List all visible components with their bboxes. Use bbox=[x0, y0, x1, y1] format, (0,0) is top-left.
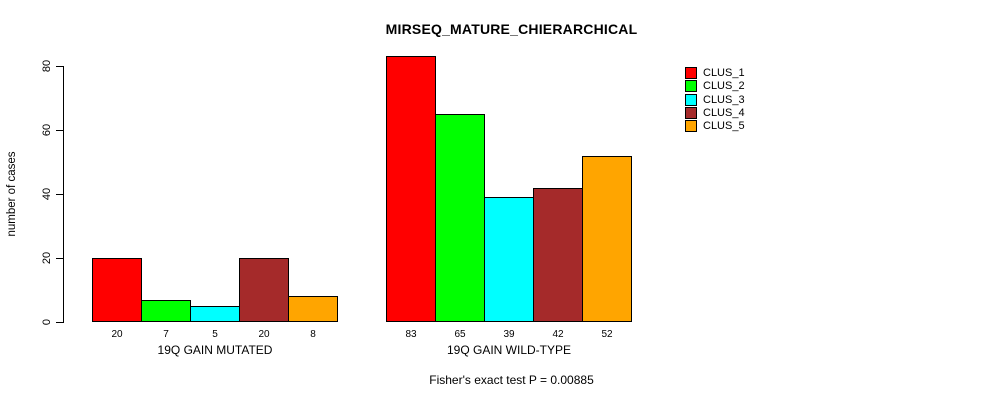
bar-clus_4-group2 bbox=[533, 188, 583, 322]
bar-value-label: 42 bbox=[552, 329, 564, 340]
bar-value-label: 20 bbox=[258, 329, 270, 340]
legend-label: CLUS_5 bbox=[703, 119, 745, 132]
legend-item-clus_4: CLUS_4 bbox=[685, 106, 745, 119]
y-tick-label: 20 bbox=[41, 251, 53, 265]
legend-item-clus_3: CLUS_3 bbox=[685, 93, 745, 106]
bar-clus_1-group1 bbox=[92, 258, 142, 322]
bar-clus_5-group2 bbox=[582, 156, 632, 322]
y-axis-line bbox=[63, 66, 64, 323]
group-label-mutated: 19Q GAIN MUTATED bbox=[157, 343, 273, 357]
chart-title: MIRSEQ_MATURE_CHIERARCHICAL bbox=[385, 21, 638, 37]
y-tick-label: 0 bbox=[41, 318, 53, 326]
bar-clus_1-group2 bbox=[386, 56, 436, 322]
bar-clus_3-group1 bbox=[190, 306, 240, 322]
bar-value-label: 65 bbox=[454, 329, 466, 340]
bar-value-label: 52 bbox=[601, 329, 613, 340]
bar-value-label: 7 bbox=[163, 329, 169, 340]
legend-color-swatch bbox=[685, 79, 697, 92]
y-tick-mark bbox=[56, 321, 63, 323]
y-tick-label: 60 bbox=[41, 123, 53, 137]
y-tick-label: 40 bbox=[41, 187, 53, 201]
legend-label: CLUS_1 bbox=[703, 66, 745, 79]
bar-clus_3-group2 bbox=[484, 197, 534, 322]
legend-item-clus_2: CLUS_2 bbox=[685, 79, 745, 92]
legend-color-swatch bbox=[685, 93, 697, 106]
legend-item-clus_1: CLUS_1 bbox=[685, 66, 745, 79]
legend-item-clus_5: CLUS_5 bbox=[685, 119, 745, 132]
y-axis-label: number of cases bbox=[6, 151, 18, 237]
y-tick-mark bbox=[56, 129, 63, 131]
bar-clus_4-group1 bbox=[239, 258, 289, 322]
legend-label: CLUS_2 bbox=[703, 79, 745, 92]
bar-clus_5-group1 bbox=[288, 296, 338, 322]
bar-clus_2-group1 bbox=[141, 300, 191, 322]
legend-color-swatch bbox=[685, 119, 697, 132]
bar-value-label: 39 bbox=[503, 329, 515, 340]
bar-value-label: 83 bbox=[405, 329, 417, 340]
legend-color-swatch bbox=[685, 106, 697, 119]
y-tick-mark bbox=[56, 193, 63, 195]
fisher-test-annotation: Fisher's exact test P = 0.00885 bbox=[429, 373, 594, 387]
y-tick-mark bbox=[56, 65, 63, 67]
group-label-wild-type: 19Q GAIN WILD-TYPE bbox=[446, 343, 572, 357]
legend-label: CLUS_3 bbox=[703, 93, 745, 106]
bar-value-label: 5 bbox=[212, 329, 218, 340]
bar-value-label: 20 bbox=[111, 329, 123, 340]
legend-color-swatch bbox=[685, 66, 697, 79]
bar-clus_2-group2 bbox=[435, 114, 485, 322]
legend-label: CLUS_4 bbox=[703, 106, 745, 119]
y-tick-mark bbox=[56, 257, 63, 259]
y-tick-label: 80 bbox=[41, 59, 53, 73]
bar-value-label: 8 bbox=[310, 329, 316, 340]
